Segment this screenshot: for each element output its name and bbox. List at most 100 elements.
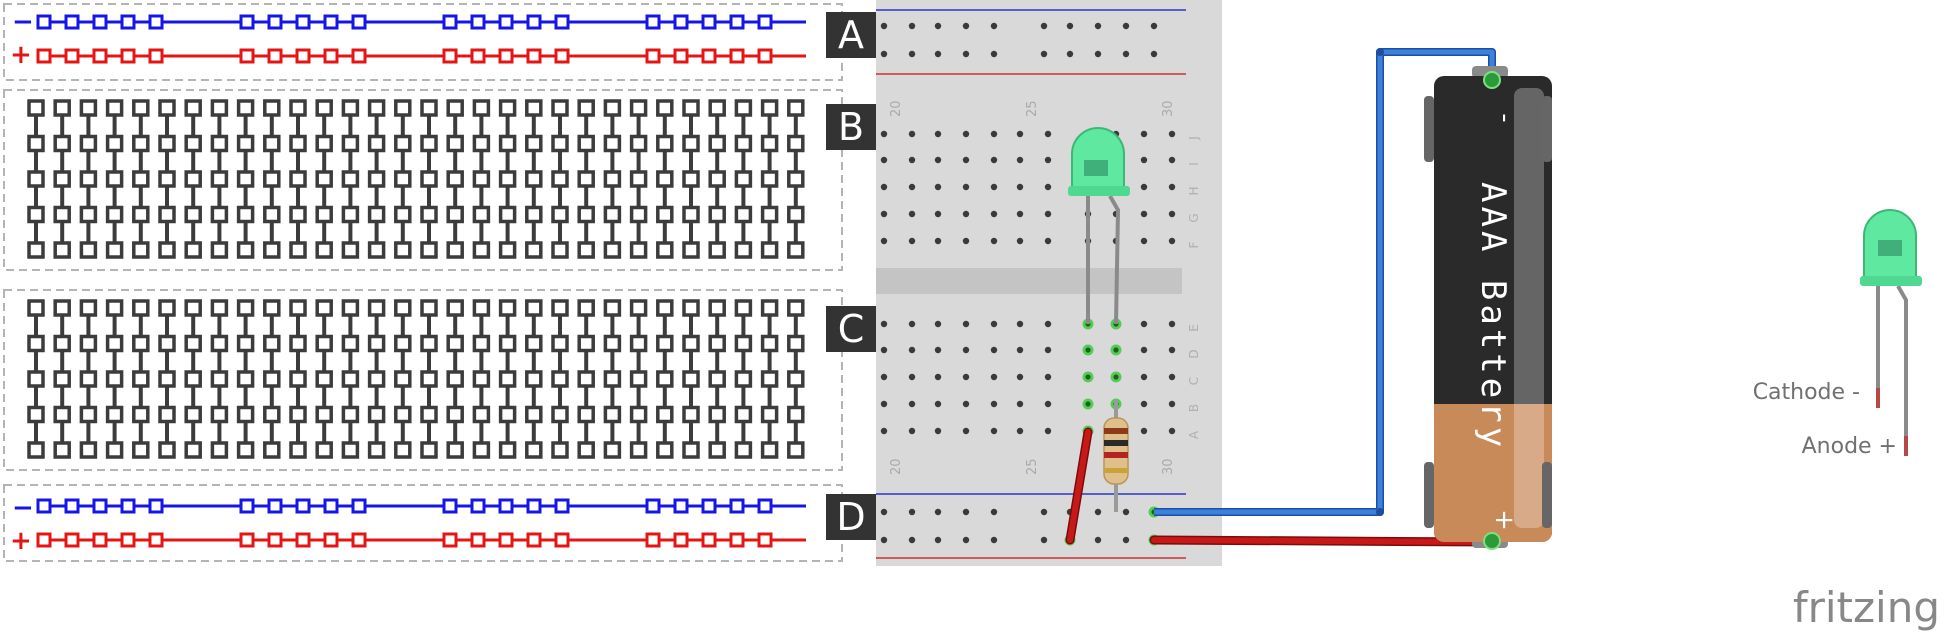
rail-d-positive-terminal [120, 532, 136, 548]
panel-b-terminal [105, 241, 124, 259]
panel-b-terminal [760, 170, 779, 188]
section-label-d: D [836, 495, 865, 539]
panel-b-terminal [420, 134, 438, 153]
panel-c-frame [3, 289, 843, 471]
rail-a-plus-sign: + [10, 40, 32, 70]
bb-hole [962, 183, 970, 191]
rail-d-negative-terminal [757, 498, 773, 514]
panel-c-terminal-strips [27, 299, 805, 459]
panel-b-terminal [341, 134, 360, 153]
bb-hole [1140, 183, 1148, 191]
panel-c-terminal [656, 441, 674, 459]
rail-a-negative-terminal [36, 14, 52, 30]
panel-c-terminal [315, 441, 333, 459]
panel-b-terminal [760, 99, 779, 117]
panel-c-terminal [289, 405, 307, 424]
rail-a-negative-terminal [673, 14, 689, 30]
panel-b-terminal [629, 170, 648, 188]
panel-b-terminal [525, 205, 543, 224]
panel-c-terminal [27, 441, 45, 459]
panel-b-terminal [603, 241, 622, 259]
rail-d-positive-terminal [92, 532, 108, 548]
rail-d-positive-terminal [442, 532, 458, 548]
bb-hole [908, 210, 916, 218]
rail-a-positive-terminal [442, 48, 458, 64]
bb-rail-hole [1122, 22, 1130, 30]
panel-b-terminal [420, 205, 438, 224]
panel-b-terminal [184, 134, 202, 153]
panel-b-terminal [446, 170, 464, 188]
panel-b-terminal [27, 205, 45, 224]
panel-c-terminal [760, 370, 779, 388]
rail-a-negative-terminal [645, 14, 661, 30]
panel-c-terminal [629, 299, 648, 317]
panel-b-terminal [105, 134, 124, 153]
panel-b-terminal [394, 170, 412, 188]
panel-c-terminal [184, 405, 202, 424]
panel-c-terminal [210, 299, 229, 317]
bb-rail-hole [962, 508, 970, 516]
bb-hole [1044, 130, 1052, 138]
panel-c-terminal [525, 334, 543, 353]
bb-hole [1016, 346, 1024, 354]
panel-b-terminal [210, 134, 229, 153]
bb-hole [1016, 427, 1024, 435]
col-number-30-bottom: 30 [1161, 458, 1176, 475]
rail-d-positive-terminal [673, 532, 689, 548]
bb-hole [990, 373, 998, 381]
rail-d-negative-terminal [64, 498, 80, 514]
rail-a-negative-terminal [351, 14, 367, 30]
bb-hole [880, 156, 888, 164]
panel-b-terminal [27, 99, 45, 117]
panel-c-terminal [236, 441, 255, 459]
bb-hole [1168, 156, 1176, 164]
bb-hole [1140, 210, 1148, 218]
panel-b-terminal [420, 170, 438, 188]
bb-rail-hole [1094, 22, 1102, 30]
panel-b-terminal [315, 134, 333, 153]
panel-c-terminal [105, 405, 124, 424]
rail-a-positive-terminal [645, 48, 661, 64]
panel-b-terminal [603, 205, 622, 224]
bb-hole [908, 183, 916, 191]
panel-c-terminal [603, 299, 622, 317]
bb-rail-hole [908, 50, 916, 58]
bb-rail-hole [880, 508, 888, 516]
bb-rail-hole [880, 536, 888, 544]
panel-b-frame [3, 89, 843, 271]
bb-hole [934, 400, 942, 408]
rail-a-positive-terminal [470, 48, 486, 64]
col-number-20-bottom: 20 [889, 458, 904, 475]
led-rim [1068, 186, 1130, 196]
bb-rail-hole [1040, 536, 1048, 544]
panel-b-terminal [472, 170, 491, 188]
panel-c-terminal [760, 299, 779, 317]
rail-d-negative-terminal [645, 498, 661, 514]
bb-hole [962, 210, 970, 218]
panel-c-terminal [525, 299, 543, 317]
battery-highlight [1514, 88, 1544, 528]
rail-a-positive-terminal [64, 48, 80, 64]
panel-b-terminal [367, 134, 386, 153]
row-letter: F [1187, 241, 1201, 248]
led-breadboard [1068, 127, 1130, 325]
bb-rail-hole [1066, 50, 1074, 58]
panel-c-terminal [105, 441, 124, 459]
bb-hole-active-pin [1085, 374, 1091, 380]
panel-c-terminal [341, 405, 360, 424]
panel-c-terminal [682, 441, 700, 459]
panel-c-terminal [525, 405, 543, 424]
panel-c-terminal [472, 370, 491, 388]
panel-c-terminal [734, 441, 753, 459]
panel-b-terminal [472, 241, 491, 259]
panel-c-terminal [603, 334, 622, 353]
panel-b-terminal [551, 99, 569, 117]
panel-c-terminal [132, 370, 150, 388]
panel-b-terminal [446, 241, 464, 259]
bb-hole [1044, 210, 1052, 218]
bb-hole [1140, 373, 1148, 381]
fritzing-logo: fritzing [1793, 583, 1940, 632]
panel-b-terminal [53, 205, 71, 224]
resistor-band-4 [1104, 468, 1128, 473]
bb-hole [1140, 320, 1148, 328]
